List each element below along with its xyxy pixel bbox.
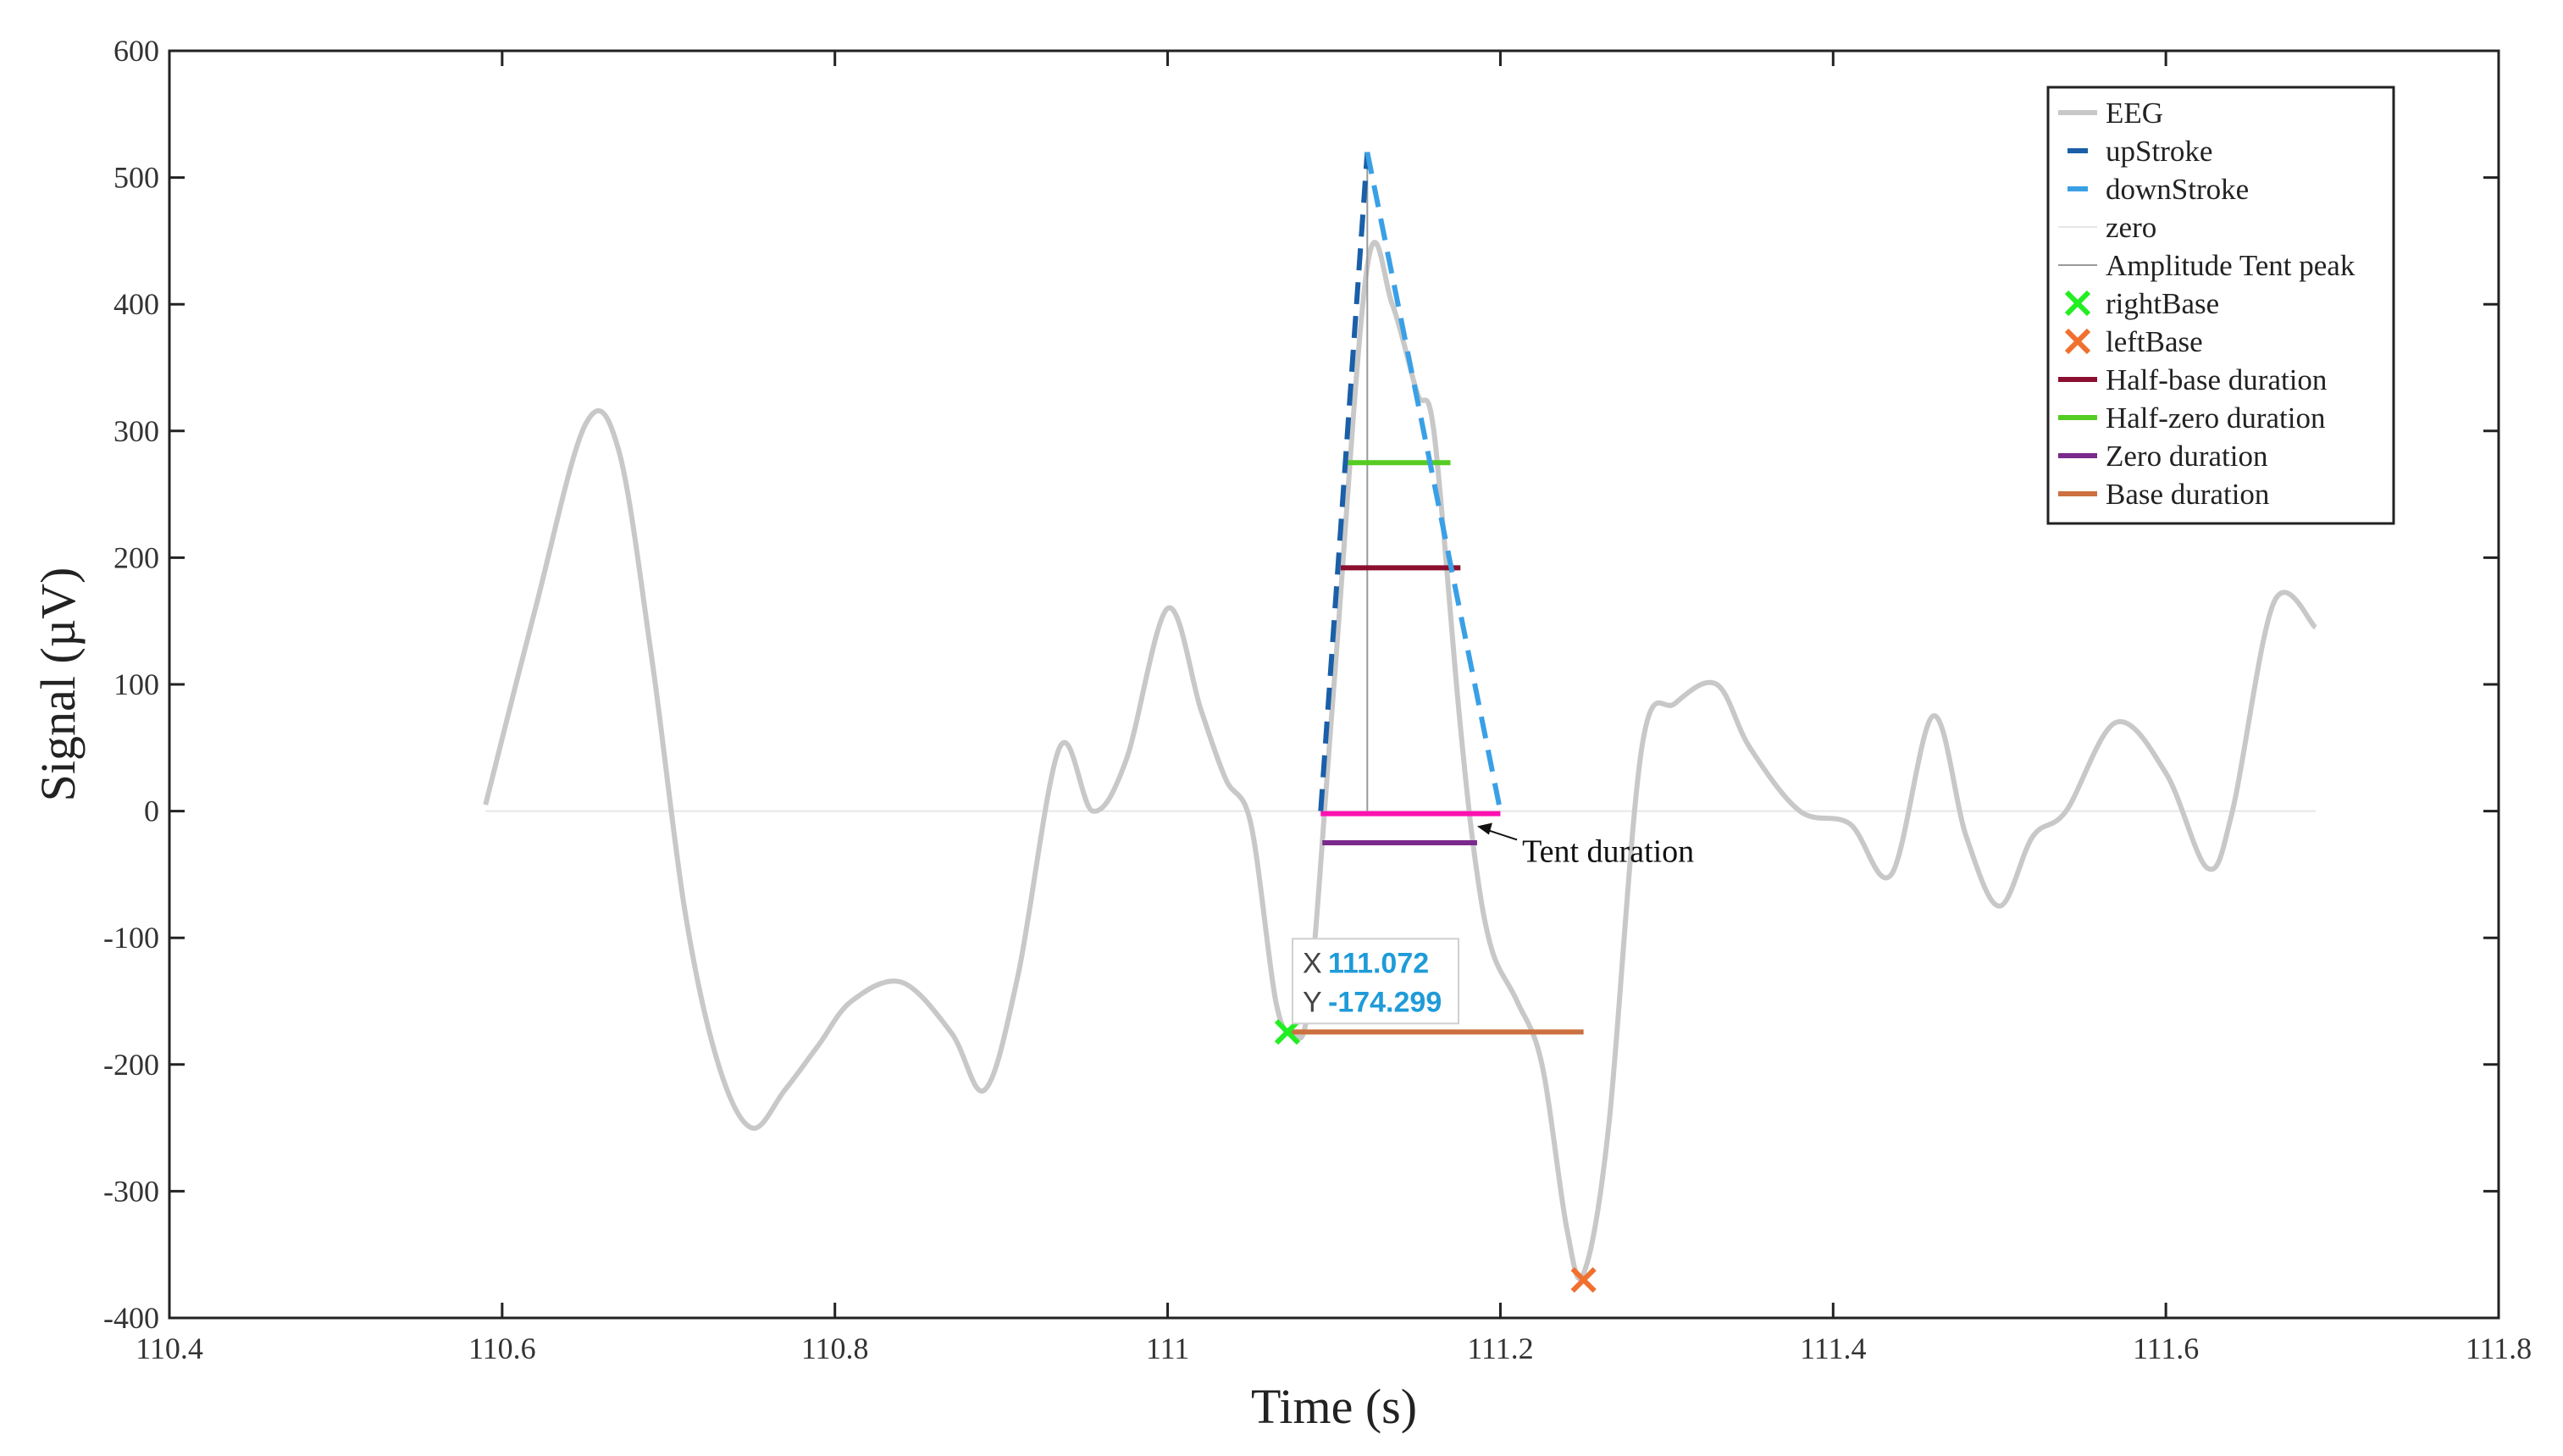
annotation-arrow-head <box>1476 822 1492 835</box>
legend-swatch-rightbase <box>2064 290 2091 317</box>
y-tick-label: 500 <box>113 161 159 195</box>
marker-leftbase <box>1570 1266 1597 1293</box>
legend-label-half-base-duration: Half-base duration <box>2106 363 2327 396</box>
datatip-y-value: -174.299 <box>1328 986 1442 1018</box>
y-tick-label: 400 <box>113 287 159 321</box>
legend-label-downstroke: downStroke <box>2106 173 2249 206</box>
legend-swatch-rightbase-stroke-b <box>2064 290 2091 317</box>
y-tick-label: -300 <box>103 1174 159 1208</box>
y-tick-label: -200 <box>103 1048 159 1082</box>
series-downstroke <box>1365 152 1503 812</box>
y-tick-label: 0 <box>144 794 159 828</box>
datatip-box <box>1292 938 1459 1025</box>
series-upstroke <box>1318 152 1370 811</box>
legend: EEG upStroke downStroke zero Amplitude Tent … <box>2046 86 2395 525</box>
x-tick-label: 110.8 <box>801 1331 869 1365</box>
annotation-tent-duration: Tent duration <box>1522 833 1694 869</box>
x-tick-label: 110.6 <box>468 1331 536 1365</box>
axis-ticks: 110.4 110.6 110.8 111 111.2 111.4 111.6 111.8 60… <box>103 34 2532 1365</box>
legend-box <box>2046 86 2395 525</box>
y-axis-title: Signal (µV) <box>30 567 86 802</box>
y-tick-label: 200 <box>113 540 159 574</box>
legend-label-rightbase: rightBase <box>2106 287 2219 320</box>
legend-label-zero: zero <box>2106 211 2156 244</box>
x-tick-label: 111.6 <box>2133 1331 2199 1365</box>
legend-label-upstroke: upStroke <box>2106 135 2212 168</box>
legend-label-base-duration: Base duration <box>2106 478 2269 511</box>
series-eeg-line <box>483 240 2318 1282</box>
x-tick-label: 111 <box>1146 1331 1189 1365</box>
legend-swatch-leftbase <box>2064 328 2091 355</box>
legend-swatch-leftbase-stroke-b <box>2064 328 2091 355</box>
y-tick-label: -100 <box>103 921 159 955</box>
datatip-x-value: 111.072 <box>1328 947 1429 979</box>
x-tick-label: 111.2 <box>1467 1331 1533 1365</box>
legend-label-half-zero-duration: Half-zero duration <box>2106 401 2325 435</box>
datatip-y-label: Y <box>1303 986 1322 1018</box>
marker-rightbase <box>1274 1019 1301 1045</box>
y-tick-label: -400 <box>103 1301 159 1335</box>
legend-label-amplitude-tent-peak: Amplitude Tent peak <box>2106 249 2355 282</box>
x-tick-label: 111.8 <box>2466 1331 2532 1365</box>
marker-rightbase-stroke-b <box>1274 1019 1301 1045</box>
plot-series <box>483 152 2318 1293</box>
y-tick-label: 100 <box>113 667 159 701</box>
x-tick-label: 111.4 <box>1800 1331 1866 1365</box>
y-tick-label: 600 <box>113 34 159 68</box>
legend-label-leftbase: leftBase <box>2106 325 2203 358</box>
y-tick-label: 300 <box>113 414 159 448</box>
legend-label-eeg: EEG <box>2106 97 2163 130</box>
marker-leftbase-stroke-b <box>1570 1266 1597 1293</box>
x-axis-title: Time (s) <box>1251 1379 1417 1434</box>
datatip-x-label: X <box>1303 947 1322 979</box>
x-tick-label: 110.4 <box>136 1331 203 1365</box>
legend-label-zero-duration: Zero duration <box>2106 440 2267 473</box>
